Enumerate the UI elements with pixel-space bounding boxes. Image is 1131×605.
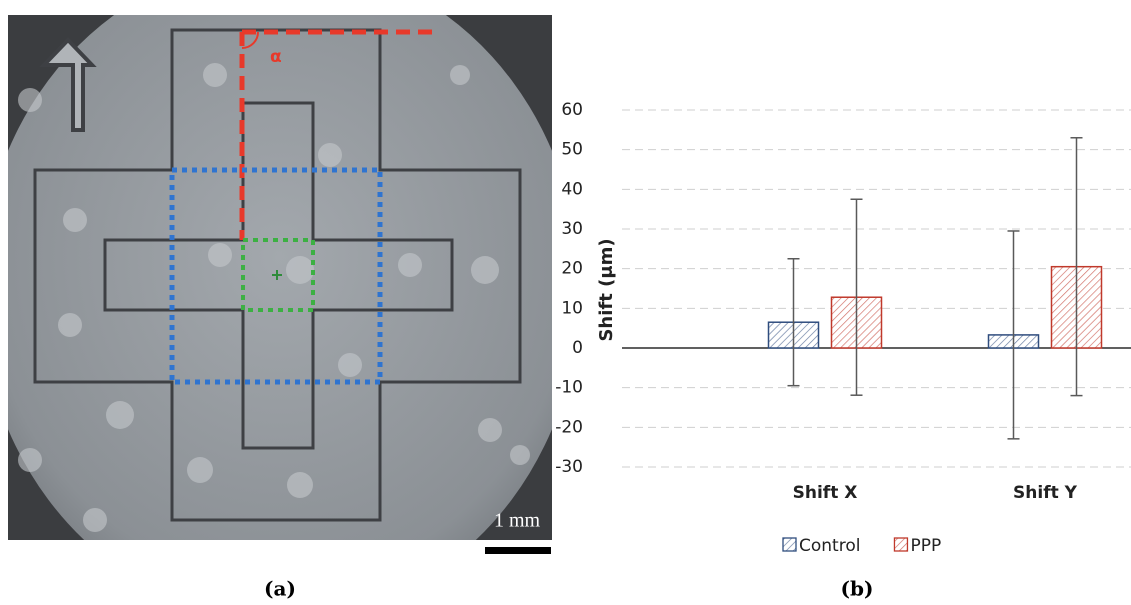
scale-bar bbox=[485, 547, 551, 554]
error-bar bbox=[1007, 230, 1020, 440]
x-tick-label: Shift X bbox=[793, 483, 858, 503]
y-tick-label: 60 bbox=[561, 100, 583, 120]
legend-swatch bbox=[893, 537, 909, 552]
error-bar bbox=[1070, 137, 1083, 397]
y-axis-label: Shift (μm) bbox=[596, 238, 617, 341]
legend-swatch bbox=[782, 537, 797, 552]
y-tick-label: -30 bbox=[555, 457, 583, 477]
error-bar bbox=[787, 258, 800, 387]
y-tick-label: 20 bbox=[561, 259, 583, 279]
y-tick-label: 10 bbox=[561, 298, 583, 318]
y-tick-label: 0 bbox=[572, 338, 583, 358]
y-tick-label: 40 bbox=[561, 179, 583, 199]
angle-label: α bbox=[270, 47, 282, 67]
y-tick-label: 50 bbox=[561, 140, 583, 160]
y-tick-label: -20 bbox=[555, 417, 583, 437]
error-bar bbox=[850, 198, 863, 396]
y-tick-label: 30 bbox=[561, 219, 583, 239]
caption: (a) bbox=[264, 577, 296, 601]
x-tick-label: Shift Y bbox=[1013, 483, 1078, 503]
caption: (b) bbox=[841, 577, 874, 601]
legend-label: PPP bbox=[910, 536, 941, 556]
photo bbox=[8, 15, 552, 540]
scale-label: 1 mm bbox=[494, 510, 541, 532]
legend-label: Control bbox=[799, 536, 860, 556]
y-tick-label: -10 bbox=[555, 378, 583, 398]
